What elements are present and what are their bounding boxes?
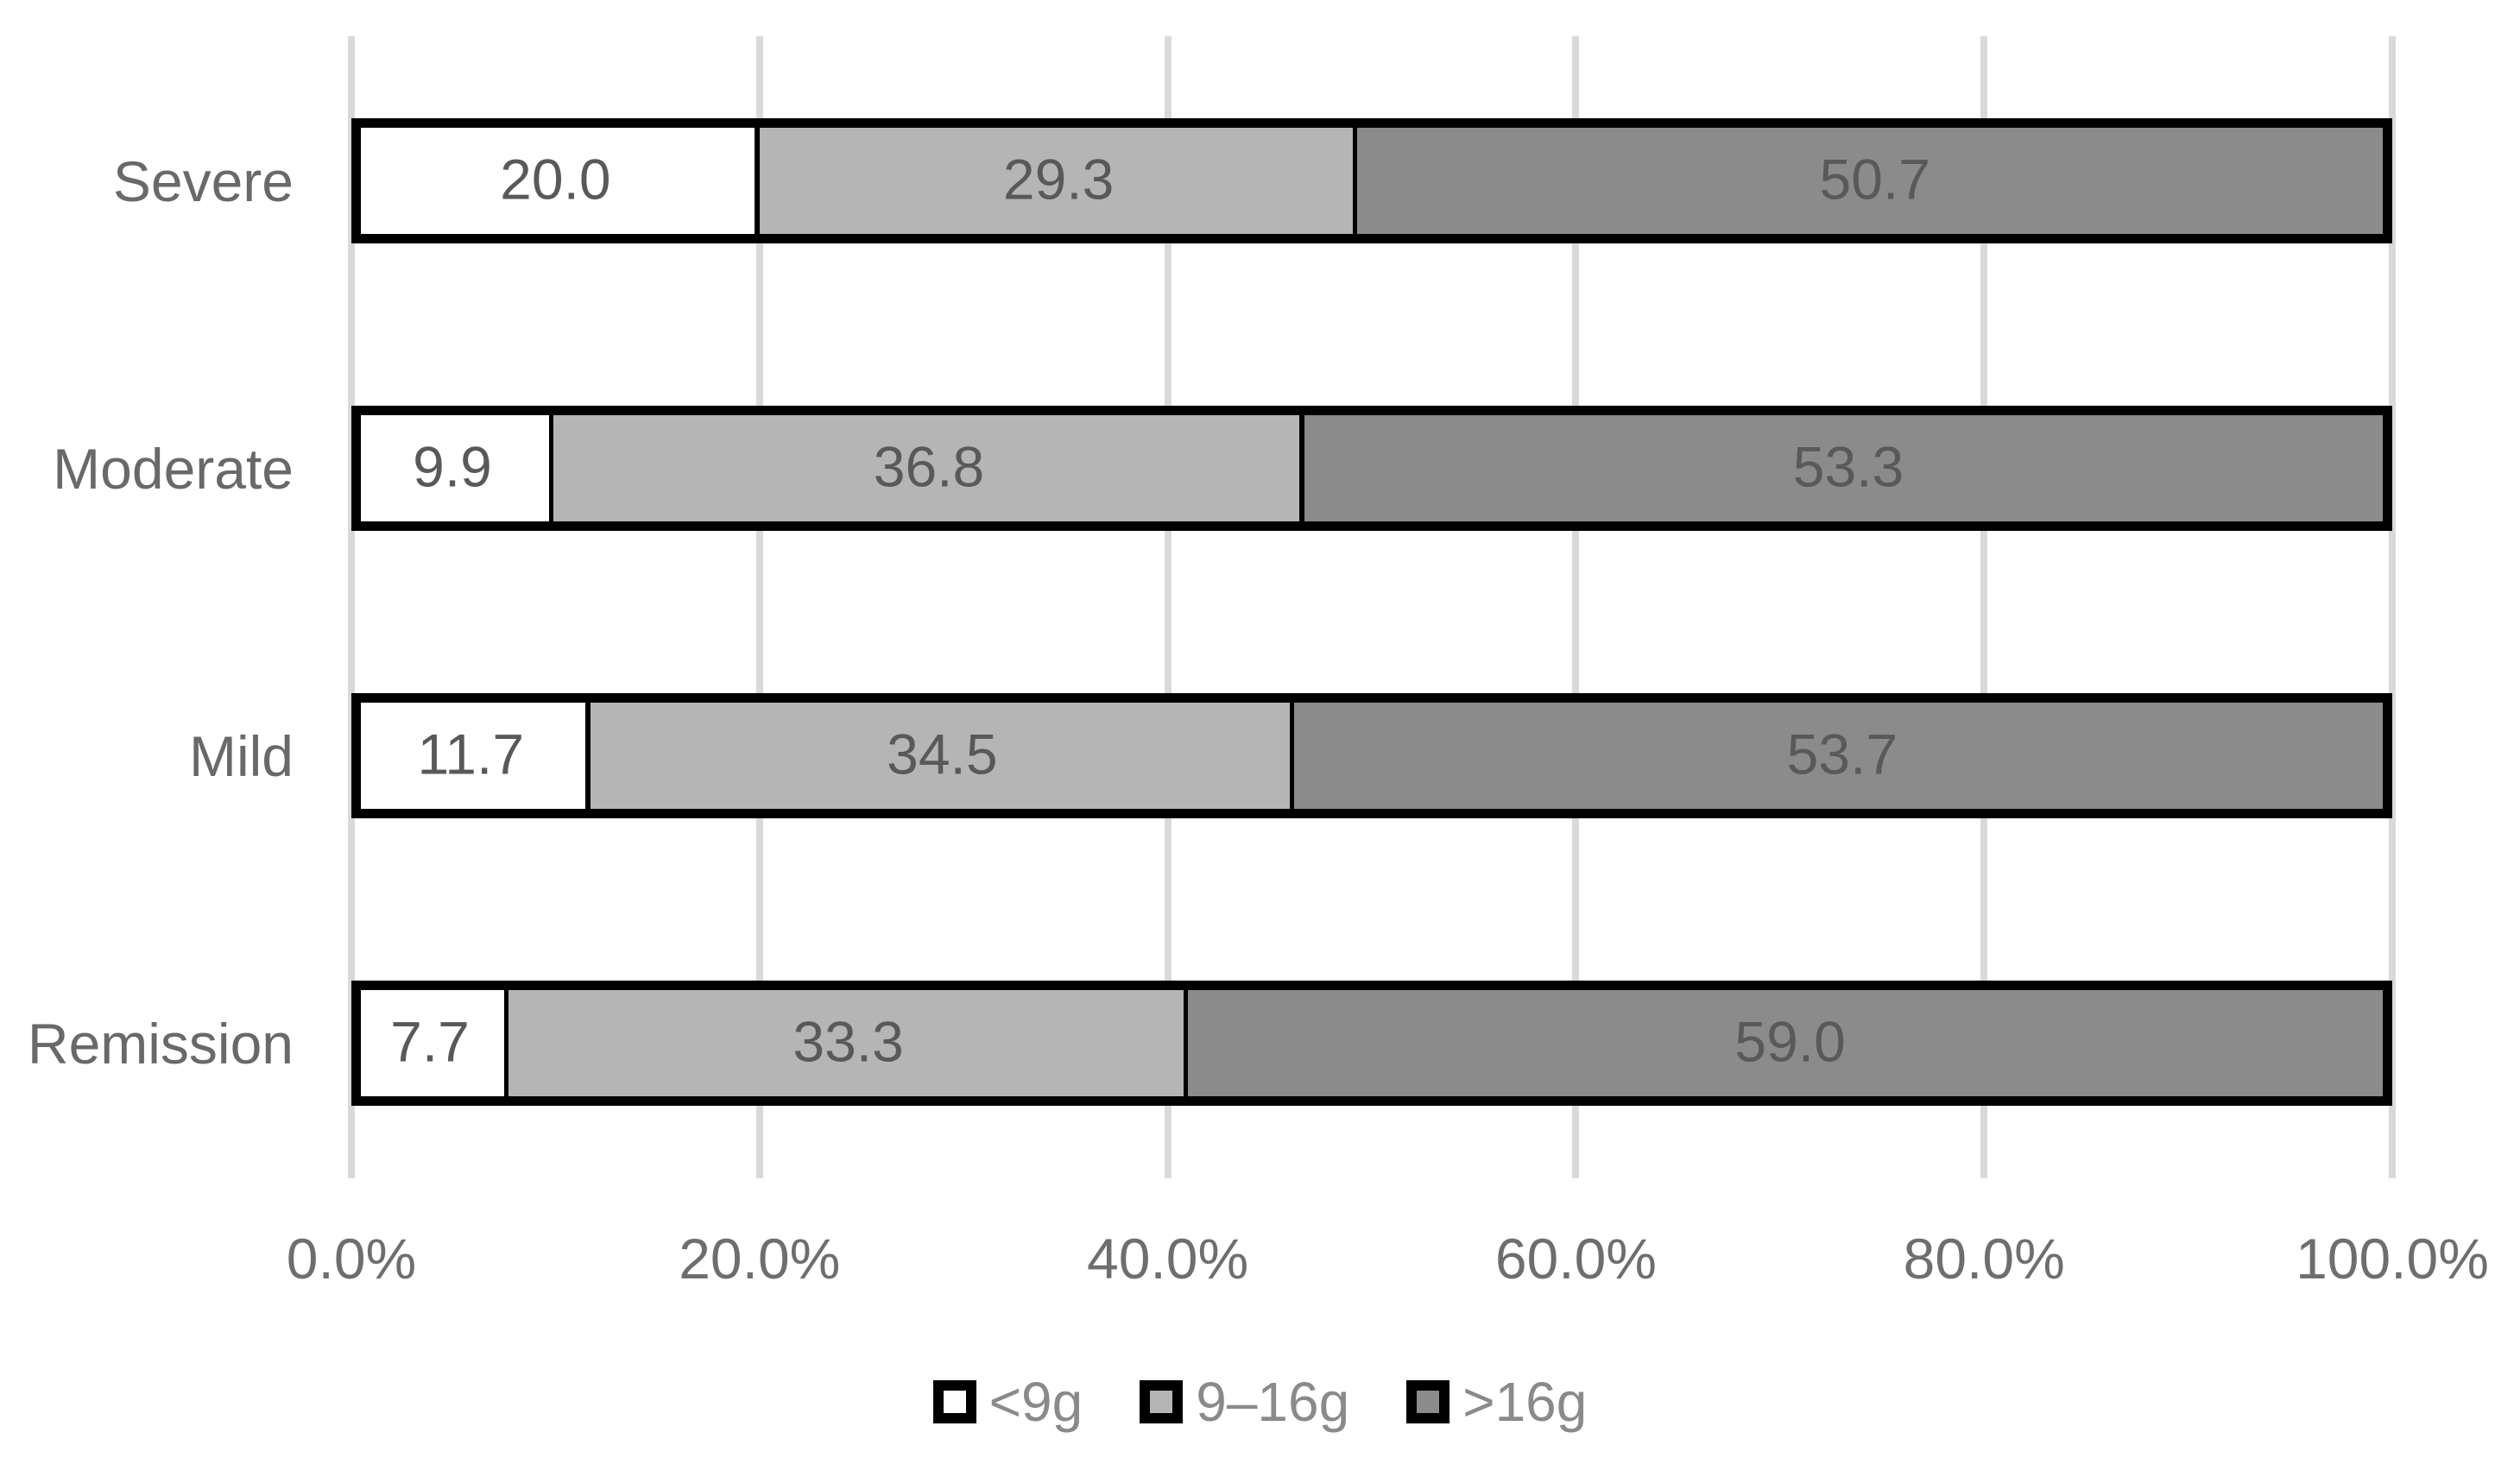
bar-segment — [553, 406, 1304, 531]
legend-marker — [932, 1380, 976, 1423]
gridline — [348, 36, 355, 1178]
bar-segment — [1294, 693, 2391, 818]
bar-row: 11.7 34.5 53.7 — [351, 693, 2392, 818]
bar-segment — [1357, 118, 2392, 243]
gridline — [755, 36, 763, 1178]
bar-value-label: 59.0 — [1734, 1008, 1846, 1073]
bar-value-label: 29.3 — [1002, 146, 1115, 211]
bar-segment — [1304, 406, 2392, 531]
legend-label: 9–16g — [1196, 1371, 1350, 1433]
legend-entry: >16g — [1406, 1374, 1587, 1429]
legend-marker — [1406, 1380, 1450, 1423]
bar-value-label: 20.0 — [500, 146, 611, 211]
bar-segment — [508, 981, 1189, 1106]
bar-row: 7.7 33.3 59.0 — [351, 981, 2392, 1106]
legend: <9g 9–16g >16g — [0, 1374, 2520, 1429]
bar-segment — [351, 693, 591, 818]
bar-segment — [590, 693, 1295, 818]
bar-value-label: 50.7 — [1819, 146, 1930, 211]
bar-value-label: 53.7 — [1786, 721, 1898, 786]
x-tick-label: 40.0% — [1087, 1227, 1249, 1290]
bar-segment — [1188, 981, 2392, 1106]
category-label: Moderate — [53, 436, 294, 501]
category-label: Severe — [112, 148, 294, 213]
gridline — [1572, 36, 1580, 1178]
category-label: Remission — [27, 1011, 294, 1076]
bar-segment — [351, 118, 760, 243]
bar-segment — [351, 981, 509, 1106]
gridline — [1980, 36, 1988, 1178]
x-tick-label: 20.0% — [679, 1227, 841, 1290]
category-label: Mild — [188, 723, 294, 788]
gridline — [2389, 36, 2396, 1178]
bar-value-label: 11.7 — [417, 721, 525, 786]
x-tick-label: 100.0% — [2296, 1227, 2489, 1290]
bar-value-label: 7.7 — [390, 1008, 470, 1073]
bar-row: 9.9 36.8 53.3 — [351, 406, 2392, 531]
x-tick-label: 60.0% — [1494, 1227, 1657, 1290]
bar-value-label: 36.8 — [873, 433, 985, 498]
bar-row: 20.0 29.3 50.7 — [351, 118, 2392, 243]
x-tick-label: 80.0% — [1903, 1227, 2065, 1290]
plot-area: 20.0 29.3 50.7 9.9 36.8 53.3 11.7 34.5 53.7 7.7 33… — [348, 36, 2396, 1178]
bar-value-label: 9.9 — [413, 433, 492, 498]
x-tick-label: 0.0% — [286, 1227, 417, 1290]
legend-label: <9g — [988, 1371, 1083, 1433]
legend-label: >16g — [1462, 1371, 1588, 1433]
bar-value-label: 33.3 — [793, 1008, 904, 1073]
bar-segment — [759, 118, 1358, 243]
legend-entry: 9–16g — [1140, 1374, 1349, 1429]
bar-value-label: 53.3 — [1792, 433, 1904, 498]
legend-entry: <9g — [932, 1371, 1083, 1433]
bar-segment — [351, 406, 554, 531]
gridline — [1164, 36, 1172, 1178]
bar-value-label: 34.5 — [887, 721, 998, 786]
legend-marker — [1140, 1380, 1184, 1423]
